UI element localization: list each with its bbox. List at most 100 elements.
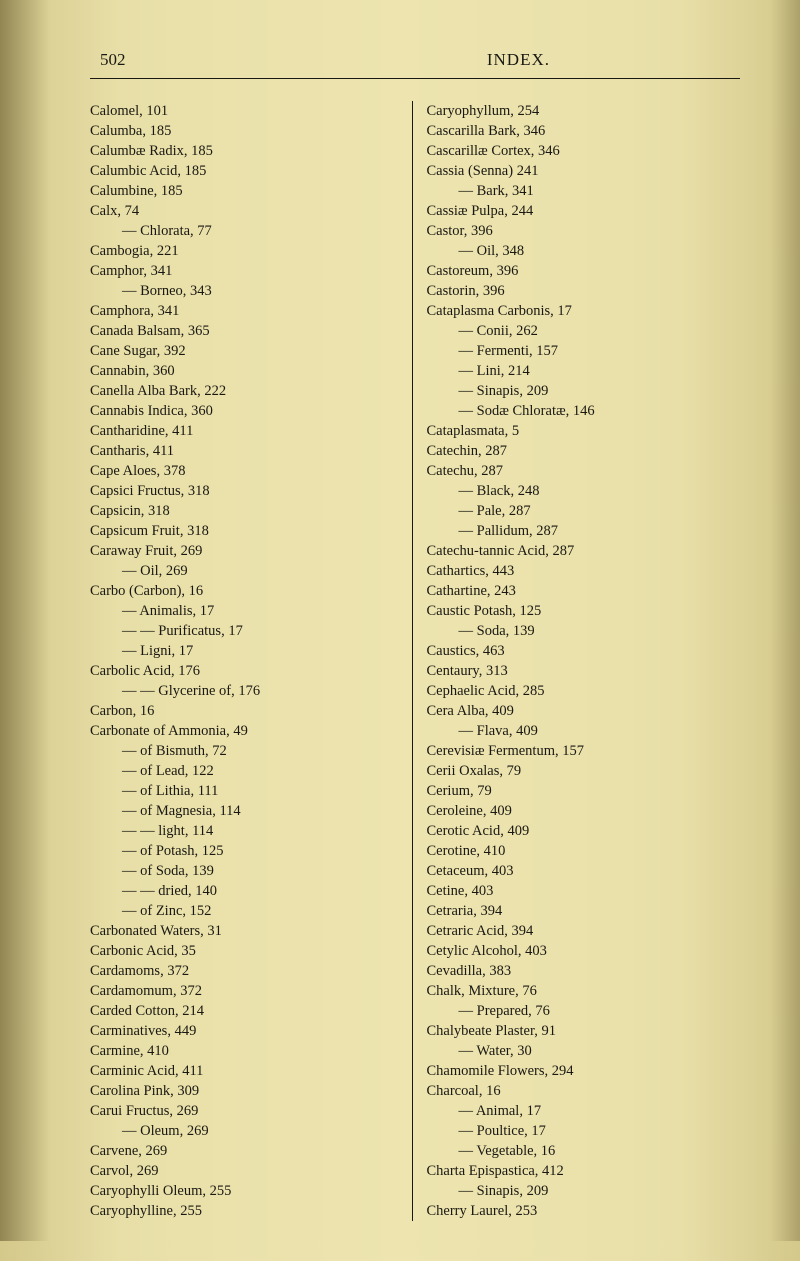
header-rule xyxy=(90,78,740,79)
index-entry: Carui Fructus, 269 xyxy=(90,1101,404,1121)
index-entry: — Borneo, 343 xyxy=(90,281,404,301)
index-entry: — of Magnesia, 114 xyxy=(90,801,404,821)
index-entry: — Poultice, 17 xyxy=(427,1121,741,1141)
index-entry: Caraway Fruit, 269 xyxy=(90,541,404,561)
index-entry: — Water, 30 xyxy=(427,1041,741,1061)
index-entry: Calumbæ Radix, 185 xyxy=(90,141,404,161)
index-entry: — of Lithia, 111 xyxy=(90,781,404,801)
right-column: Caryophyllum, 254Cascarilla Bark, 346Cas… xyxy=(413,101,741,1221)
index-entry: Cane Sugar, 392 xyxy=(90,341,404,361)
index-entry: — Vegetable, 16 xyxy=(427,1141,741,1161)
index-entry: — Conii, 262 xyxy=(427,321,741,341)
index-entry: — Prepared, 76 xyxy=(427,1001,741,1021)
index-entry: — Pale, 287 xyxy=(427,501,741,521)
index-entry: Carvene, 269 xyxy=(90,1141,404,1161)
index-entry: — Sodæ Chloratæ, 146 xyxy=(427,401,741,421)
index-entry: — Sinapis, 209 xyxy=(427,381,741,401)
index-entry: Caryophyllum, 254 xyxy=(427,101,741,121)
index-entry: Castor, 396 xyxy=(427,221,741,241)
index-entry: Cassia (Senna) 241 xyxy=(427,161,741,181)
index-entry: Catechu, 287 xyxy=(427,461,741,481)
index-entry: Canella Alba Bark, 222 xyxy=(90,381,404,401)
index-entry: — Animal, 17 xyxy=(427,1101,741,1121)
index-entry: Cathartine, 243 xyxy=(427,581,741,601)
index-entry: Cerotic Acid, 409 xyxy=(427,821,741,841)
index-entry: — of Potash, 125 xyxy=(90,841,404,861)
index-entry: — Pallidum, 287 xyxy=(427,521,741,541)
index-entry: — Oil, 269 xyxy=(90,561,404,581)
index-entry: Cera Alba, 409 xyxy=(427,701,741,721)
index-entry: Calumba, 185 xyxy=(90,121,404,141)
index-entry: — — Glycerine of, 176 xyxy=(90,681,404,701)
index-entry: Carbonate of Ammonia, 49 xyxy=(90,721,404,741)
index-entry: Calumbic Acid, 185 xyxy=(90,161,404,181)
index-entry: Calx, 74 xyxy=(90,201,404,221)
index-entry: Canada Balsam, 365 xyxy=(90,321,404,341)
index-entry: — of Lead, 122 xyxy=(90,761,404,781)
index-entry: — Flava, 409 xyxy=(427,721,741,741)
index-entry: Cherry Laurel, 253 xyxy=(427,1201,741,1221)
index-entry: — Oil, 348 xyxy=(427,241,741,261)
index-entry: Cascarillæ Cortex, 346 xyxy=(427,141,741,161)
index-entry: Cannabin, 360 xyxy=(90,361,404,381)
index-entry: — Chlorata, 77 xyxy=(90,221,404,241)
page-number: 502 xyxy=(100,50,126,70)
index-entry: Chalk, Mixture, 76 xyxy=(427,981,741,1001)
index-entry: Carolina Pink, 309 xyxy=(90,1081,404,1101)
index-entry: Cardamomum, 372 xyxy=(90,981,404,1001)
index-entry: Cascarilla Bark, 346 xyxy=(427,121,741,141)
index-entry: — Oleum, 269 xyxy=(90,1121,404,1141)
index-entry: Cathartics, 443 xyxy=(427,561,741,581)
index-entry: Capsicum Fruit, 318 xyxy=(90,521,404,541)
index-entry: — Soda, 139 xyxy=(427,621,741,641)
index-entry: Capsicin, 318 xyxy=(90,501,404,521)
index-entry: — — light, 114 xyxy=(90,821,404,841)
index-entry: Caryophylli Oleum, 255 xyxy=(90,1181,404,1201)
index-entry: Cardamoms, 372 xyxy=(90,961,404,981)
index-entry: Carbolic Acid, 176 xyxy=(90,661,404,681)
index-entry: Cerevisiæ Fermentum, 157 xyxy=(427,741,741,761)
index-entry: Camphora, 341 xyxy=(90,301,404,321)
index-entry: Catechu-tannic Acid, 287 xyxy=(427,541,741,561)
index-entry: Carminatives, 449 xyxy=(90,1021,404,1041)
index-entry: Cetraric Acid, 394 xyxy=(427,921,741,941)
index-entry: — of Bismuth, 72 xyxy=(90,741,404,761)
index-entry: Cataplasma Carbonis, 17 xyxy=(427,301,741,321)
index-entry: Cantharidine, 411 xyxy=(90,421,404,441)
left-column: Calomel, 101Calumba, 185Calumbæ Radix, 1… xyxy=(90,101,413,1221)
index-entry: — Bark, 341 xyxy=(427,181,741,201)
index-entry: — — Purificatus, 17 xyxy=(90,621,404,641)
index-entry: Caryophylline, 255 xyxy=(90,1201,404,1221)
index-entry: Cerium, 79 xyxy=(427,781,741,801)
index-entry: Cambogia, 221 xyxy=(90,241,404,261)
index-entry: Calumbine, 185 xyxy=(90,181,404,201)
index-entry: Cetraria, 394 xyxy=(427,901,741,921)
index-entry: Carbon, 16 xyxy=(90,701,404,721)
index-entry: Chamomile Flowers, 294 xyxy=(427,1061,741,1081)
index-entry: — Black, 248 xyxy=(427,481,741,501)
page-content: 502 INDEX. Calomel, 101Calumba, 185Calum… xyxy=(0,0,800,1261)
index-title: INDEX. xyxy=(487,50,550,70)
index-entry: Carbonated Waters, 31 xyxy=(90,921,404,941)
index-entry: — Ligni, 17 xyxy=(90,641,404,661)
index-entry: Cape Aloes, 378 xyxy=(90,461,404,481)
index-entry: Charcoal, 16 xyxy=(427,1081,741,1101)
index-entry: — Lini, 214 xyxy=(427,361,741,381)
index-entry: Capsici Fructus, 318 xyxy=(90,481,404,501)
index-entry: Cerotine, 410 xyxy=(427,841,741,861)
index-columns: Calomel, 101Calumba, 185Calumbæ Radix, 1… xyxy=(90,101,740,1221)
index-entry: Calomel, 101 xyxy=(90,101,404,121)
index-entry: Cassiæ Pulpa, 244 xyxy=(427,201,741,221)
index-entry: Chalybeate Plaster, 91 xyxy=(427,1021,741,1041)
index-entry: — Animalis, 17 xyxy=(90,601,404,621)
index-entry: Cataplasmata, 5 xyxy=(427,421,741,441)
page-header: 502 INDEX. xyxy=(90,50,740,70)
index-entry: Camphor, 341 xyxy=(90,261,404,281)
index-entry: Carmine, 410 xyxy=(90,1041,404,1061)
index-entry: — of Soda, 139 xyxy=(90,861,404,881)
index-entry: Cantharis, 411 xyxy=(90,441,404,461)
index-entry: Ceroleine, 409 xyxy=(427,801,741,821)
index-entry: — — dried, 140 xyxy=(90,881,404,901)
index-entry: Carminic Acid, 411 xyxy=(90,1061,404,1081)
index-entry: Cannabis Indica, 360 xyxy=(90,401,404,421)
